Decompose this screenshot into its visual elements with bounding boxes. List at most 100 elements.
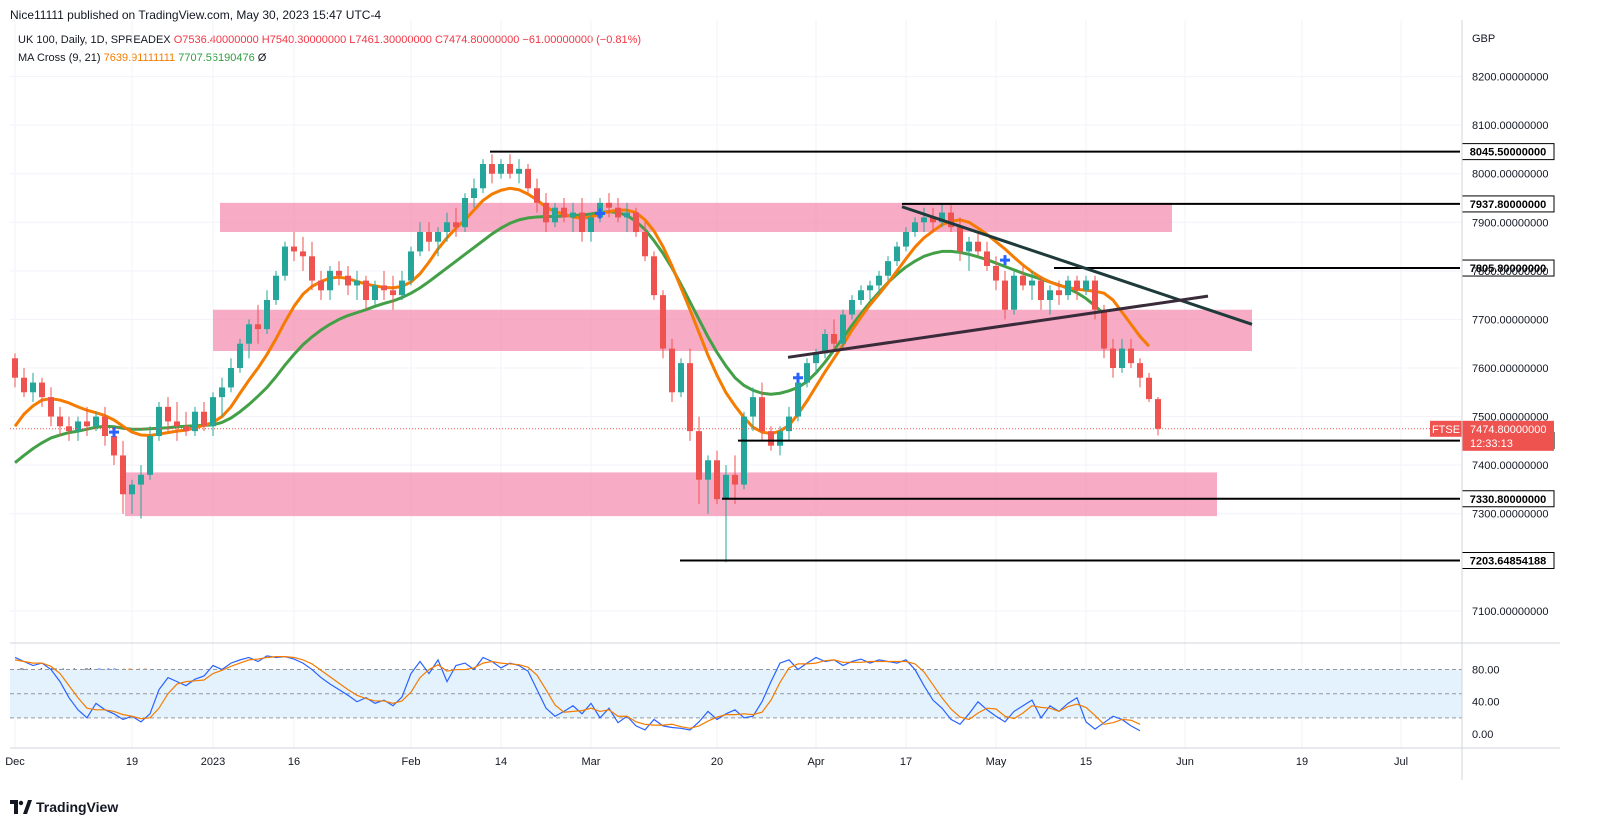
y-tick-label: 7800.00000000 bbox=[1472, 266, 1548, 278]
y-tick-label: 7100.00000000 bbox=[1472, 606, 1548, 618]
ma-fast-value: 7639.91111111 bbox=[103, 52, 176, 64]
candle-body bbox=[840, 314, 846, 344]
y-tick-label: 7900.00000000 bbox=[1472, 217, 1548, 229]
ascending-trendline[interactable] bbox=[787, 294, 1209, 359]
candle-body bbox=[489, 164, 495, 174]
candle-body bbox=[219, 387, 225, 398]
currency-label: GBP bbox=[1472, 33, 1495, 45]
candle-body bbox=[993, 266, 999, 281]
y-tick-label: 7700.00000000 bbox=[1472, 314, 1548, 326]
candle-body bbox=[561, 207, 567, 218]
candle-body bbox=[408, 251, 414, 281]
level-price-label: 7330.80000000 bbox=[1470, 494, 1546, 506]
ma-cross-marker bbox=[1000, 255, 1010, 266]
candle-body bbox=[30, 382, 36, 393]
x-tick-label: Mar bbox=[582, 756, 601, 768]
x-tick-label: Jul bbox=[1394, 756, 1408, 768]
candle-body bbox=[309, 256, 315, 281]
candle-body bbox=[750, 397, 756, 417]
candle-body bbox=[849, 300, 855, 315]
y-tick-label: 8000.00000000 bbox=[1472, 169, 1548, 181]
stoch-d-line bbox=[14, 656, 1141, 729]
candle-body bbox=[687, 363, 693, 432]
candle-body bbox=[147, 436, 153, 475]
ma-slow-value: 7707.56190476 bbox=[178, 52, 255, 64]
candle-body bbox=[624, 212, 630, 218]
y-tick-label: 7400.00000000 bbox=[1472, 460, 1548, 472]
candle-body bbox=[948, 212, 954, 228]
candle-body bbox=[480, 164, 486, 189]
candle-body bbox=[444, 222, 450, 232]
candle-body bbox=[903, 232, 909, 247]
candle-body bbox=[57, 416, 63, 427]
candle-body bbox=[543, 202, 549, 223]
candle-body bbox=[939, 212, 945, 223]
candle-body bbox=[327, 270, 333, 291]
x-tick-label: 19 bbox=[1296, 756, 1308, 768]
publisher-line: Nice11111 published on TradingView.com, … bbox=[10, 8, 382, 22]
candle-body bbox=[12, 358, 18, 378]
candle-body bbox=[957, 227, 963, 252]
candle-body bbox=[129, 484, 135, 495]
y-tick-label: 7500.00000000 bbox=[1472, 412, 1548, 424]
candle-body bbox=[1137, 363, 1143, 378]
ma-legend: MA Cross (9, 21) 7639.91111111 7707.5619… bbox=[18, 52, 266, 64]
candle-body bbox=[39, 382, 45, 398]
symbol-tag-label: FTSE bbox=[1432, 424, 1460, 436]
candle-body bbox=[399, 280, 405, 296]
candle-body bbox=[264, 300, 270, 330]
level-price-label: 7937.80000000 bbox=[1470, 199, 1546, 211]
candle-body bbox=[1065, 280, 1071, 296]
descending-trendline[interactable] bbox=[901, 205, 1253, 326]
candle-body bbox=[183, 426, 189, 432]
stoch-k-line bbox=[14, 655, 1141, 732]
x-tick-label: Dec bbox=[5, 756, 25, 768]
candle-body bbox=[1011, 275, 1017, 310]
candle-body bbox=[93, 416, 99, 427]
candle-body bbox=[570, 212, 576, 218]
candle-body bbox=[786, 416, 792, 432]
candle-body bbox=[291, 246, 297, 252]
candle-body bbox=[1056, 290, 1062, 296]
x-tick-label: 2023 bbox=[201, 756, 225, 768]
candle-body bbox=[426, 232, 432, 242]
candle-body bbox=[417, 232, 423, 252]
candle-body bbox=[705, 460, 711, 480]
candle-body bbox=[1128, 348, 1134, 364]
candle-body bbox=[759, 397, 765, 432]
x-tick-label: 17 bbox=[900, 756, 912, 768]
candle-body bbox=[435, 232, 441, 242]
last-price-box bbox=[1462, 420, 1554, 451]
candle-body bbox=[516, 168, 522, 174]
candle-body bbox=[984, 251, 990, 266]
candle-body bbox=[498, 164, 504, 174]
candle-body bbox=[471, 188, 477, 198]
candle-body bbox=[111, 436, 117, 456]
candle-body bbox=[1101, 309, 1107, 349]
candle-body bbox=[390, 290, 396, 296]
x-tick-label: Apr bbox=[807, 756, 824, 768]
candle-body bbox=[228, 368, 234, 388]
candle-body bbox=[165, 406, 171, 422]
ohlc-high: H7540.30000000 bbox=[261, 34, 347, 46]
candle-body bbox=[1083, 280, 1089, 291]
candle-body bbox=[246, 324, 252, 344]
ohlc-open: O7536.40000000 bbox=[173, 34, 259, 46]
supply-demand-zone bbox=[220, 202, 1172, 232]
candle-body bbox=[696, 431, 702, 480]
candle-body bbox=[534, 188, 540, 203]
candle-body bbox=[1074, 280, 1080, 291]
candle-body bbox=[237, 343, 243, 368]
candle-body bbox=[192, 411, 198, 432]
candle-body bbox=[462, 198, 468, 228]
x-tick-label: 14 bbox=[495, 756, 507, 768]
candle-body bbox=[318, 280, 324, 291]
candle-body bbox=[768, 431, 774, 446]
candle-body bbox=[21, 377, 27, 393]
candle-body bbox=[282, 246, 288, 276]
level-price-label: 8045.50000000 bbox=[1470, 147, 1546, 159]
ohlc-change: −61.00000000 (−0.81%) bbox=[522, 34, 642, 46]
candle-body bbox=[1002, 280, 1008, 310]
candle-body bbox=[588, 217, 594, 232]
